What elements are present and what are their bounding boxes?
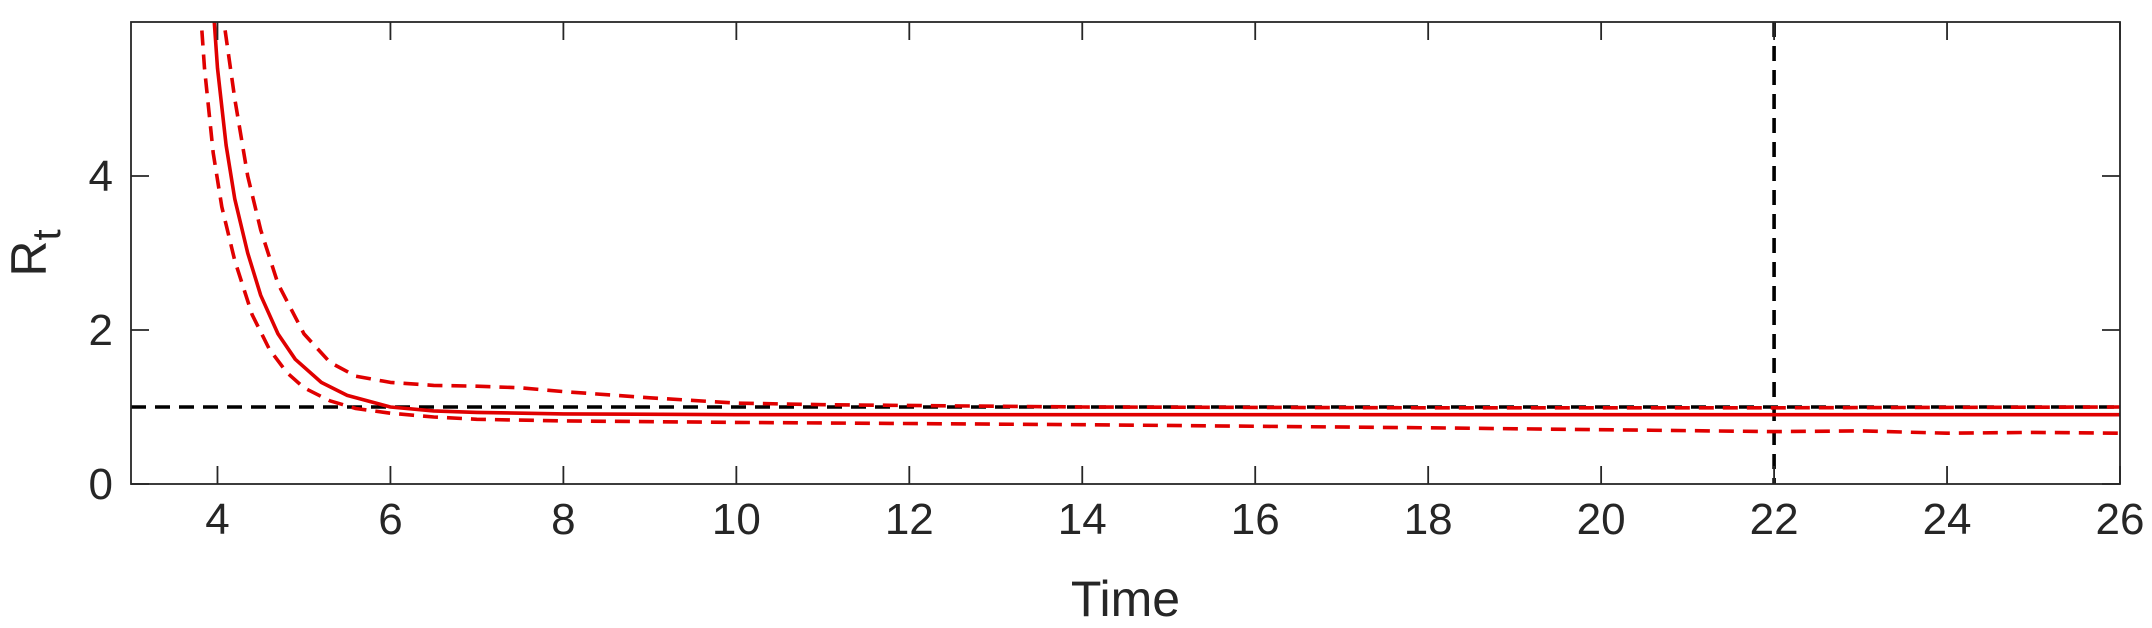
x-tick-label: 12	[885, 495, 934, 544]
y-axis-label-subscript: t	[25, 229, 69, 240]
y-axis-label: Rt	[1, 229, 69, 276]
x-tick-label: 22	[1750, 495, 1799, 544]
x-tick-label: 16	[1231, 495, 1280, 544]
x-tick-label: 6	[378, 495, 402, 544]
x-tick-label: 10	[712, 495, 761, 544]
x-tick-label: 4	[205, 495, 229, 544]
series-line-1	[222, 22, 2120, 410]
x-tick-label: 24	[1923, 495, 1972, 544]
x-tick-label: 14	[1058, 495, 1107, 544]
y-tick-label: 2	[89, 306, 113, 355]
y-tick-label: 0	[89, 460, 113, 509]
series-line-2	[199, 22, 2120, 435]
series-layer	[199, 22, 2120, 435]
series-line-0	[212, 22, 2120, 417]
y-axis-label-main: R	[1, 241, 57, 277]
x-axis-ticks: 4 6 8 10 12 14 16 18 20 22 24 26	[205, 22, 2144, 544]
x-tick-label: 20	[1577, 495, 1626, 544]
x-tick-label: 8	[551, 495, 575, 544]
plot-frame	[130, 21, 2121, 485]
y-axis-ticks: 0 2 4	[89, 152, 2120, 509]
x-tick-label: 26	[2096, 495, 2145, 544]
x-axis-label: Time	[1071, 571, 1180, 627]
x-tick-label: 18	[1404, 495, 1453, 544]
y-tick-label: 4	[89, 152, 113, 201]
